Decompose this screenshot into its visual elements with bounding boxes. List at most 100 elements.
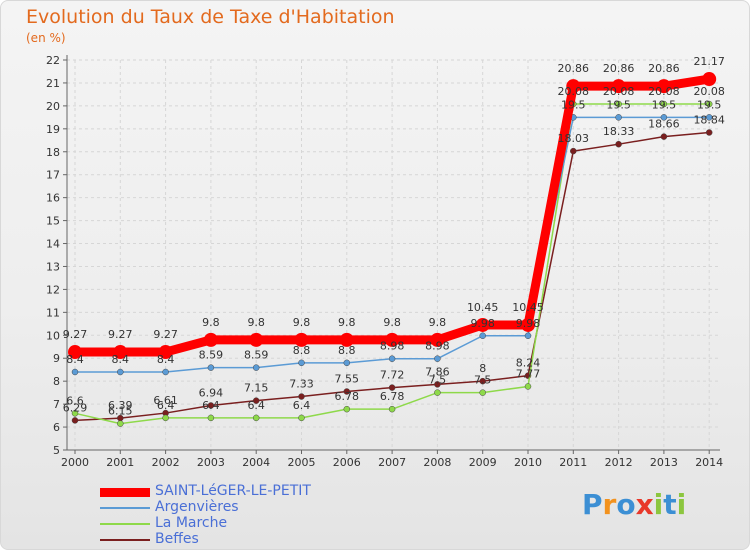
y-tick-label: 11 bbox=[46, 306, 60, 319]
data-label: 19.5 bbox=[652, 98, 677, 111]
data-label: 7.77 bbox=[516, 367, 541, 380]
data-point bbox=[252, 414, 260, 422]
data-point bbox=[343, 359, 351, 367]
y-tick-label: 9 bbox=[53, 352, 60, 365]
x-tick-label: 2001 bbox=[106, 456, 134, 469]
data-label: 8.4 bbox=[66, 353, 84, 366]
data-point bbox=[524, 383, 532, 390]
data-point bbox=[615, 114, 622, 121]
logo-letter: r bbox=[602, 488, 617, 521]
x-tick-label: 2007 bbox=[378, 456, 406, 469]
legend-label: Beffes bbox=[155, 531, 199, 547]
data-label: 8.98 bbox=[425, 340, 450, 353]
data-label: 19.5 bbox=[606, 98, 631, 111]
data-point bbox=[660, 100, 668, 108]
y-tick-label: 7 bbox=[53, 398, 60, 411]
data-label: 9.8 bbox=[293, 316, 311, 329]
data-label: 6.29 bbox=[63, 401, 88, 414]
data-label: 8.4 bbox=[112, 353, 130, 366]
data-point bbox=[117, 420, 124, 427]
data-point bbox=[430, 332, 445, 347]
y-tick-label: 5 bbox=[53, 444, 60, 457]
x-tick-label: 2008 bbox=[423, 456, 451, 469]
data-label: 8.8 bbox=[293, 344, 311, 357]
logo-letter: t bbox=[663, 488, 677, 521]
data-point bbox=[158, 345, 173, 360]
data-point bbox=[479, 332, 486, 340]
data-label: 21.17 bbox=[693, 55, 725, 68]
data-point bbox=[656, 79, 671, 94]
data-point bbox=[475, 317, 490, 332]
data-label: 18.03 bbox=[558, 132, 590, 145]
data-point bbox=[252, 364, 260, 371]
data-point bbox=[705, 129, 713, 136]
data-point bbox=[68, 345, 82, 360]
x-tick-label: 2011 bbox=[559, 456, 587, 469]
data-label: 8.98 bbox=[380, 340, 405, 353]
data-label: 20.86 bbox=[603, 62, 635, 75]
data-label: 20.08 bbox=[648, 85, 680, 98]
data-point bbox=[71, 417, 79, 424]
data-point bbox=[249, 332, 264, 347]
x-tick-label: 2005 bbox=[288, 456, 316, 469]
x-tick-label: 2009 bbox=[469, 456, 497, 469]
data-label: 7.15 bbox=[244, 382, 269, 395]
series-line bbox=[75, 74, 710, 357]
data-label: 9.27 bbox=[108, 328, 133, 341]
data-point bbox=[162, 414, 169, 422]
data-point bbox=[339, 332, 354, 347]
y-tick-label: 15 bbox=[46, 215, 60, 228]
legend-label: SAINT-LéGER-LE-PETIT bbox=[155, 483, 311, 499]
data-label: 19.5 bbox=[697, 98, 722, 111]
data-point bbox=[298, 393, 305, 400]
data-point bbox=[294, 332, 309, 347]
legend-swatch bbox=[100, 523, 150, 525]
data-label: 7.55 bbox=[335, 373, 360, 386]
y-tick-label: 17 bbox=[46, 169, 60, 182]
data-point bbox=[117, 368, 124, 376]
data-label: 18.84 bbox=[693, 113, 725, 126]
logo-letter: o bbox=[616, 488, 636, 521]
data-label: 20.86 bbox=[558, 62, 590, 75]
data-point bbox=[479, 377, 486, 385]
data-point bbox=[705, 114, 713, 121]
data-point bbox=[207, 364, 215, 371]
data-label: 6.4 bbox=[247, 399, 265, 412]
data-label: 6.61 bbox=[153, 394, 178, 407]
data-label: 6.4 bbox=[202, 399, 220, 412]
data-point bbox=[570, 147, 577, 155]
data-point bbox=[615, 100, 622, 108]
data-point bbox=[705, 100, 713, 108]
data-label: 8.8 bbox=[338, 344, 356, 357]
data-label: 7.72 bbox=[380, 369, 405, 382]
logo-letter: x bbox=[635, 488, 654, 521]
data-point bbox=[660, 133, 668, 140]
logo-letter: i bbox=[676, 488, 687, 521]
data-point bbox=[385, 332, 400, 347]
chart-unit: (en %) bbox=[26, 31, 66, 45]
legend-swatch bbox=[100, 487, 150, 497]
data-label: 6.4 bbox=[293, 399, 311, 412]
data-label: 6.78 bbox=[335, 390, 360, 403]
data-label: 9.27 bbox=[153, 328, 178, 341]
x-tick-label: 2004 bbox=[242, 456, 270, 469]
y-tick-label: 20 bbox=[46, 100, 60, 113]
logo-letter: P bbox=[582, 488, 603, 521]
y-tick-label: 8 bbox=[53, 375, 60, 388]
line-chart-plot: 5 6 7 8 9 10 11 12 13 14 15 16 17 18 19 20 21 22 2000 2001 2… bbox=[46, 54, 725, 469]
data-point bbox=[615, 140, 622, 148]
data-label: 20.08 bbox=[558, 85, 590, 98]
data-label: 6.6 bbox=[66, 394, 84, 407]
data-point bbox=[388, 355, 396, 362]
data-point bbox=[203, 332, 218, 347]
x-tick-label: 2014 bbox=[695, 456, 723, 469]
data-label: 20.08 bbox=[693, 85, 725, 98]
data-label: 9.8 bbox=[247, 316, 265, 329]
data-point bbox=[521, 317, 535, 332]
x-tick-label: 2002 bbox=[152, 456, 180, 469]
x-tick-label: 2000 bbox=[61, 456, 89, 469]
y-tick-label: 13 bbox=[46, 260, 60, 273]
data-label: 7.5 bbox=[474, 374, 492, 387]
data-label: 7.33 bbox=[289, 378, 314, 391]
data-point bbox=[298, 414, 305, 422]
